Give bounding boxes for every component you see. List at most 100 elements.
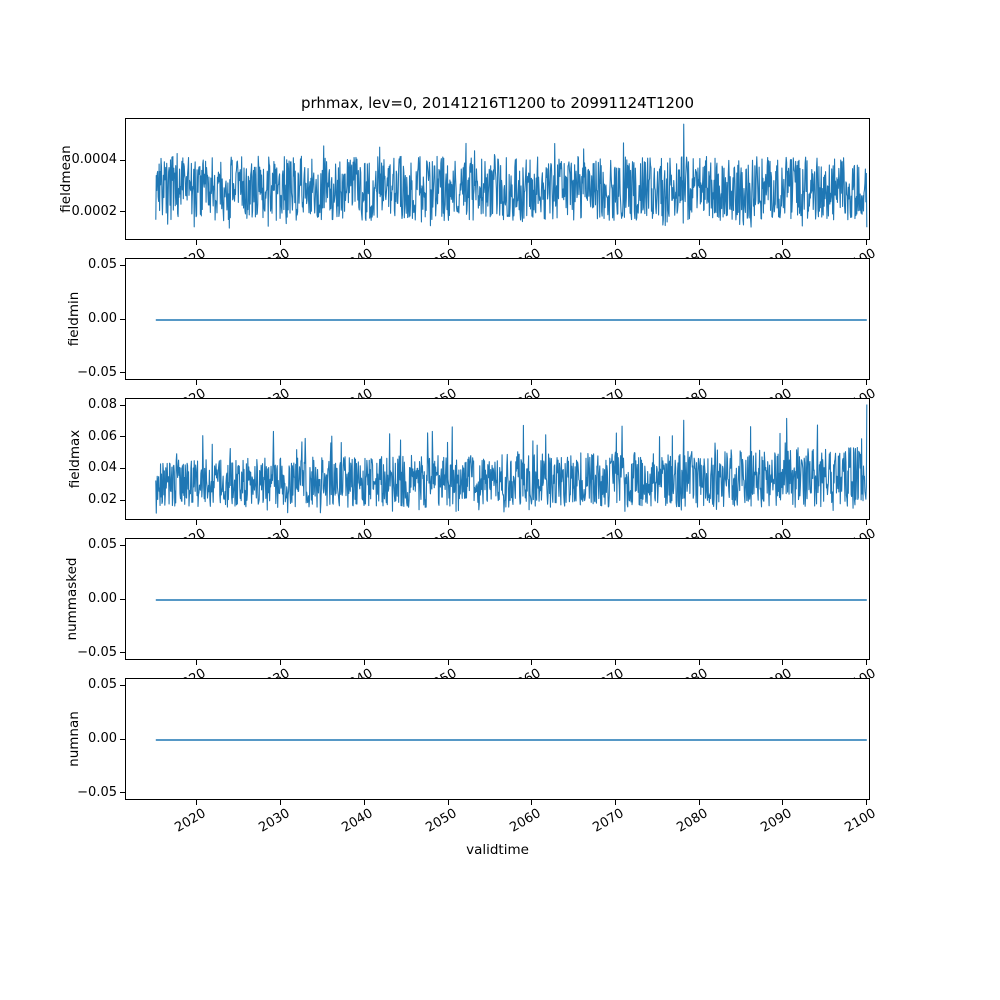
x-axis-label: validtime	[466, 842, 529, 858]
x-tick-label: 2030	[256, 806, 293, 836]
series-line-svg-fieldmean	[155, 123, 868, 229]
y-tick-mark	[120, 792, 125, 794]
x-tick-mark	[782, 660, 784, 665]
y-tick-mark	[120, 684, 125, 686]
x-tick-mark	[866, 660, 868, 665]
x-tick-mark	[363, 660, 365, 665]
x-tick-mark	[447, 240, 449, 245]
x-tick-mark	[280, 660, 282, 665]
x-tick-mark	[196, 520, 198, 525]
series-line-svg-fieldmin	[155, 319, 867, 321]
chart-title: prhmax, lev=0, 20141216T1200 to 20991124…	[300, 94, 695, 112]
y-tick-label: 0.06	[88, 428, 117, 444]
x-tick-mark	[280, 800, 282, 805]
x-tick-mark	[447, 520, 449, 525]
y-tick-mark	[120, 159, 125, 161]
x-tick-mark	[698, 520, 700, 525]
x-tick-mark	[782, 380, 784, 385]
x-tick-mark	[698, 660, 700, 665]
axes-box-fieldmin	[125, 258, 870, 380]
y-tick-mark	[120, 372, 125, 374]
x-tick-label: 2080	[674, 806, 711, 836]
x-tick-mark	[531, 520, 533, 525]
x-tick-mark	[363, 520, 365, 525]
x-tick-mark	[698, 240, 700, 245]
x-tick-mark	[280, 520, 282, 525]
y-tick-label: −0.05	[77, 784, 117, 800]
y-tick-label: −0.05	[77, 364, 117, 380]
y-tick-label: 0.00	[88, 591, 117, 606]
axes-box-fieldmean	[125, 118, 870, 240]
x-tick-mark	[447, 380, 449, 385]
x-tick-label: 2050	[423, 806, 460, 836]
x-tick-mark	[615, 800, 617, 805]
x-tick-mark	[531, 380, 533, 385]
x-tick-label: 2020	[172, 806, 209, 836]
y-tick-label: 0.05	[88, 257, 117, 273]
x-tick-label: 2040	[339, 806, 376, 836]
series-line	[155, 404, 868, 514]
y-tick-label: 0.04	[88, 460, 117, 476]
x-tick-mark	[196, 240, 198, 245]
x-tick-mark	[866, 800, 868, 805]
axes-box-numnan	[125, 678, 870, 800]
x-tick-mark	[196, 660, 198, 665]
x-tick-label: 2100	[841, 806, 879, 836]
x-tick-mark	[782, 520, 784, 525]
x-tick-mark	[363, 800, 365, 805]
x-tick-mark	[280, 380, 282, 385]
y-tick-mark	[120, 499, 125, 501]
y-tick-label: 0.0004	[71, 152, 118, 168]
x-tick-mark	[196, 380, 198, 385]
series-line-svg-fieldmax	[155, 404, 868, 514]
y-tick-label: 0.05	[88, 537, 117, 553]
x-tick-mark	[447, 660, 449, 665]
x-tick-mark	[196, 800, 198, 805]
x-tick-mark	[866, 380, 868, 385]
y-tick-mark	[120, 264, 125, 266]
x-tick-mark	[698, 800, 700, 805]
y-tick-mark	[120, 436, 125, 438]
x-tick-mark	[363, 240, 365, 245]
y-tick-mark	[120, 318, 125, 320]
y-tick-label: 0.00	[88, 311, 117, 326]
y-tick-mark	[120, 544, 125, 546]
x-tick-label: 2070	[590, 806, 628, 836]
y-tick-label: −0.05	[77, 644, 117, 660]
x-tick-mark	[866, 520, 868, 525]
y-tick-label: 0.02	[88, 492, 117, 508]
x-tick-mark	[615, 240, 617, 245]
x-tick-mark	[782, 800, 784, 805]
x-tick-mark	[866, 240, 868, 245]
y-tick-label: 0.05	[88, 677, 117, 693]
x-tick-mark	[782, 240, 784, 245]
y-tick-label: 0.00	[88, 731, 117, 746]
y-tick-mark	[120, 652, 125, 654]
x-tick-mark	[447, 800, 449, 805]
axes-box-nummasked	[125, 538, 870, 660]
series-line-svg-numnan	[155, 739, 867, 741]
y-tick-mark	[120, 211, 125, 213]
x-tick-label: 2090	[758, 806, 795, 836]
x-tick-mark	[615, 660, 617, 665]
x-tick-mark	[531, 660, 533, 665]
y-tick-mark	[120, 598, 125, 600]
x-tick-mark	[615, 380, 617, 385]
y-tick-label: 0.08	[88, 397, 117, 413]
x-tick-mark	[280, 240, 282, 245]
y-tick-label: 0.0002	[71, 203, 118, 219]
y-tick-mark	[120, 738, 125, 740]
x-tick-mark	[531, 240, 533, 245]
axes-box-fieldmax	[125, 398, 870, 520]
x-tick-mark	[698, 380, 700, 385]
series-line-svg-nummasked	[155, 599, 867, 601]
y-tick-mark	[120, 467, 125, 469]
x-tick-label: 2060	[507, 806, 544, 836]
x-tick-mark	[531, 800, 533, 805]
